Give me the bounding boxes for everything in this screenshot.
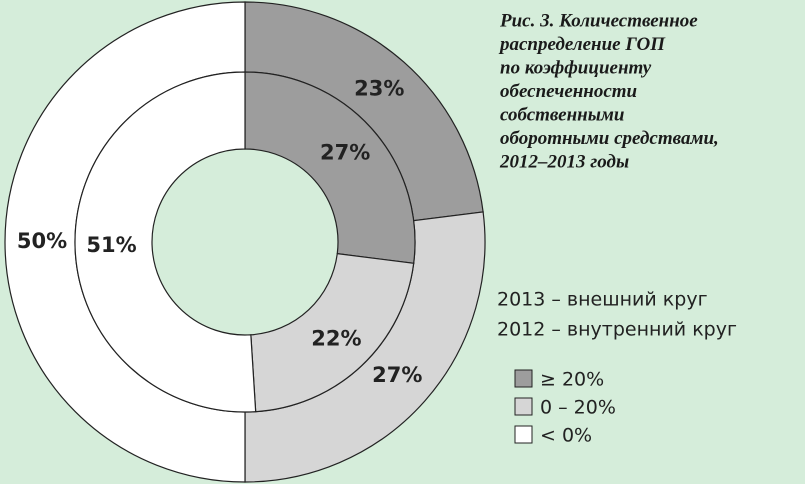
legend-swatch	[514, 425, 533, 444]
chart-title: 2012–2013 годы	[499, 151, 629, 172]
chart-title: собственными	[500, 104, 624, 125]
donut-segment	[74, 71, 257, 413]
donut-segment	[250, 252, 415, 413]
legend-series: 2012 – внутренний круг	[497, 319, 737, 341]
chart-title: Рис. 3. Количественное	[499, 10, 698, 31]
legend-label: 0 – 20%	[540, 397, 616, 419]
chart-title: по коэффициенту	[500, 57, 652, 78]
chart-title: распределение ГОП	[498, 34, 666, 55]
value-label: 50%	[17, 229, 67, 253]
value-label: 27%	[320, 141, 370, 165]
legend-label: < 0%	[540, 425, 592, 447]
legend-series: 2013 – внешний круг	[497, 289, 708, 311]
donut-segment	[244, 71, 416, 264]
value-label: 22%	[311, 326, 361, 350]
value-label: 23%	[354, 77, 404, 101]
chart-title: оборотными средствами,	[500, 128, 719, 149]
value-label: 51%	[86, 233, 136, 257]
legend-label: ≥ 20%	[540, 369, 604, 391]
chart-title: обеспеченности	[500, 81, 637, 102]
legend-swatch	[514, 369, 533, 388]
legend-swatch	[514, 397, 533, 416]
value-label: 27%	[372, 363, 422, 387]
